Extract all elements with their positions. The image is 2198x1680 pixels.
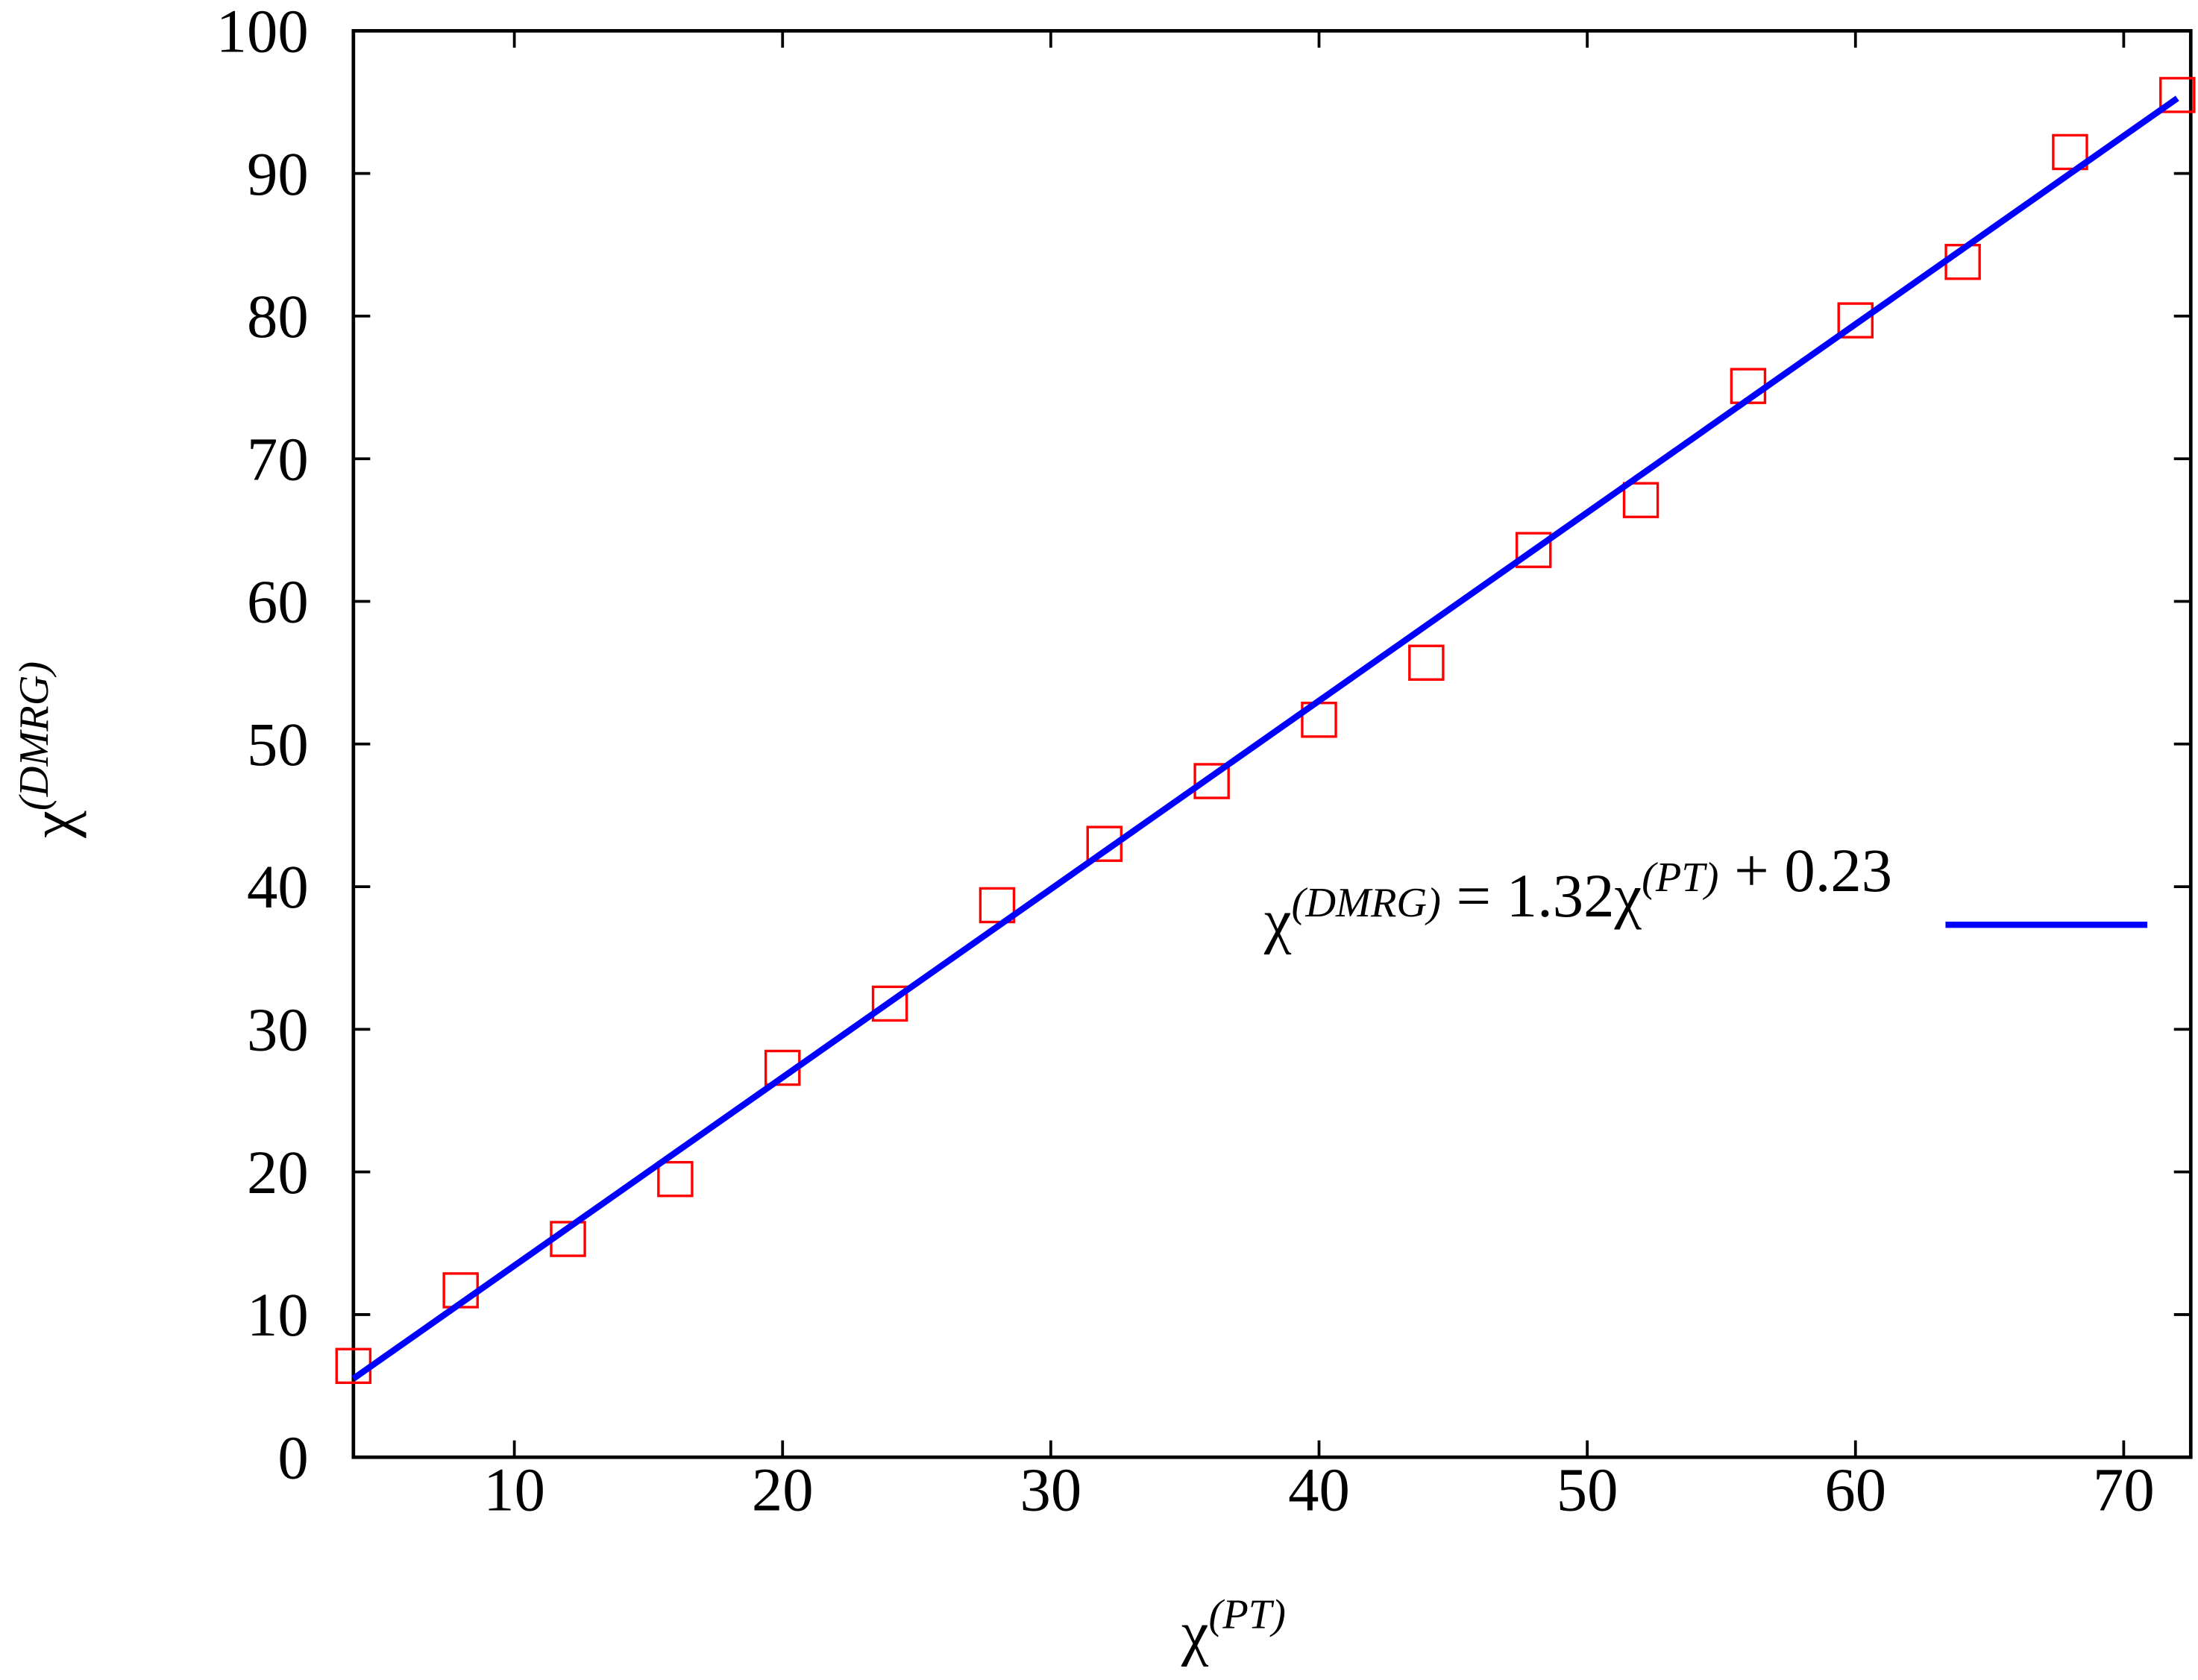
x-tick-label: 20	[752, 1456, 814, 1524]
y-tick-label: 70	[247, 424, 309, 493]
y-axis-label: χ(DMRG)	[11, 661, 87, 839]
data-point	[1086, 825, 1123, 862]
data-point	[1515, 532, 1552, 568]
x-tick-label: 30	[1020, 1456, 1082, 1524]
data-point	[979, 887, 1016, 924]
y-tick-label: 40	[247, 852, 309, 921]
y-tick-label: 100	[216, 0, 309, 66]
x-tick-label: 10	[483, 1456, 545, 1524]
y-tick-label: 80	[247, 282, 309, 350]
y-tick-label: 60	[247, 567, 309, 636]
y-tick-label: 0	[277, 1423, 308, 1491]
data-point	[2052, 133, 2088, 171]
data-point	[657, 1160, 694, 1198]
y-tick-label: 20	[247, 1138, 309, 1206]
y-tick-label: 50	[247, 710, 309, 778]
data-point	[1622, 482, 1660, 518]
x-tick-label: 70	[2093, 1456, 2155, 1524]
data-point	[871, 985, 908, 1022]
y-tick-label: 30	[247, 995, 309, 1064]
data-point	[2159, 77, 2196, 113]
y-tick-label: 90	[247, 139, 309, 208]
x-tick-label: 60	[1824, 1456, 1886, 1524]
x-tick-label: 40	[1288, 1456, 1350, 1524]
x-tick-label: 50	[1557, 1456, 1618, 1524]
y-tick-label: 10	[247, 1280, 309, 1349]
plot-frame	[351, 28, 2193, 1459]
x-axis-label: χ(PT)	[1181, 1591, 1286, 1667]
data-point	[1408, 644, 1445, 681]
fit-line	[351, 95, 2179, 1382]
legend-label: χ(DMRG) = 1.32χ(PT) + 0.23	[1263, 836, 1892, 955]
data-point	[1193, 763, 1230, 799]
data-point	[1837, 302, 1874, 339]
